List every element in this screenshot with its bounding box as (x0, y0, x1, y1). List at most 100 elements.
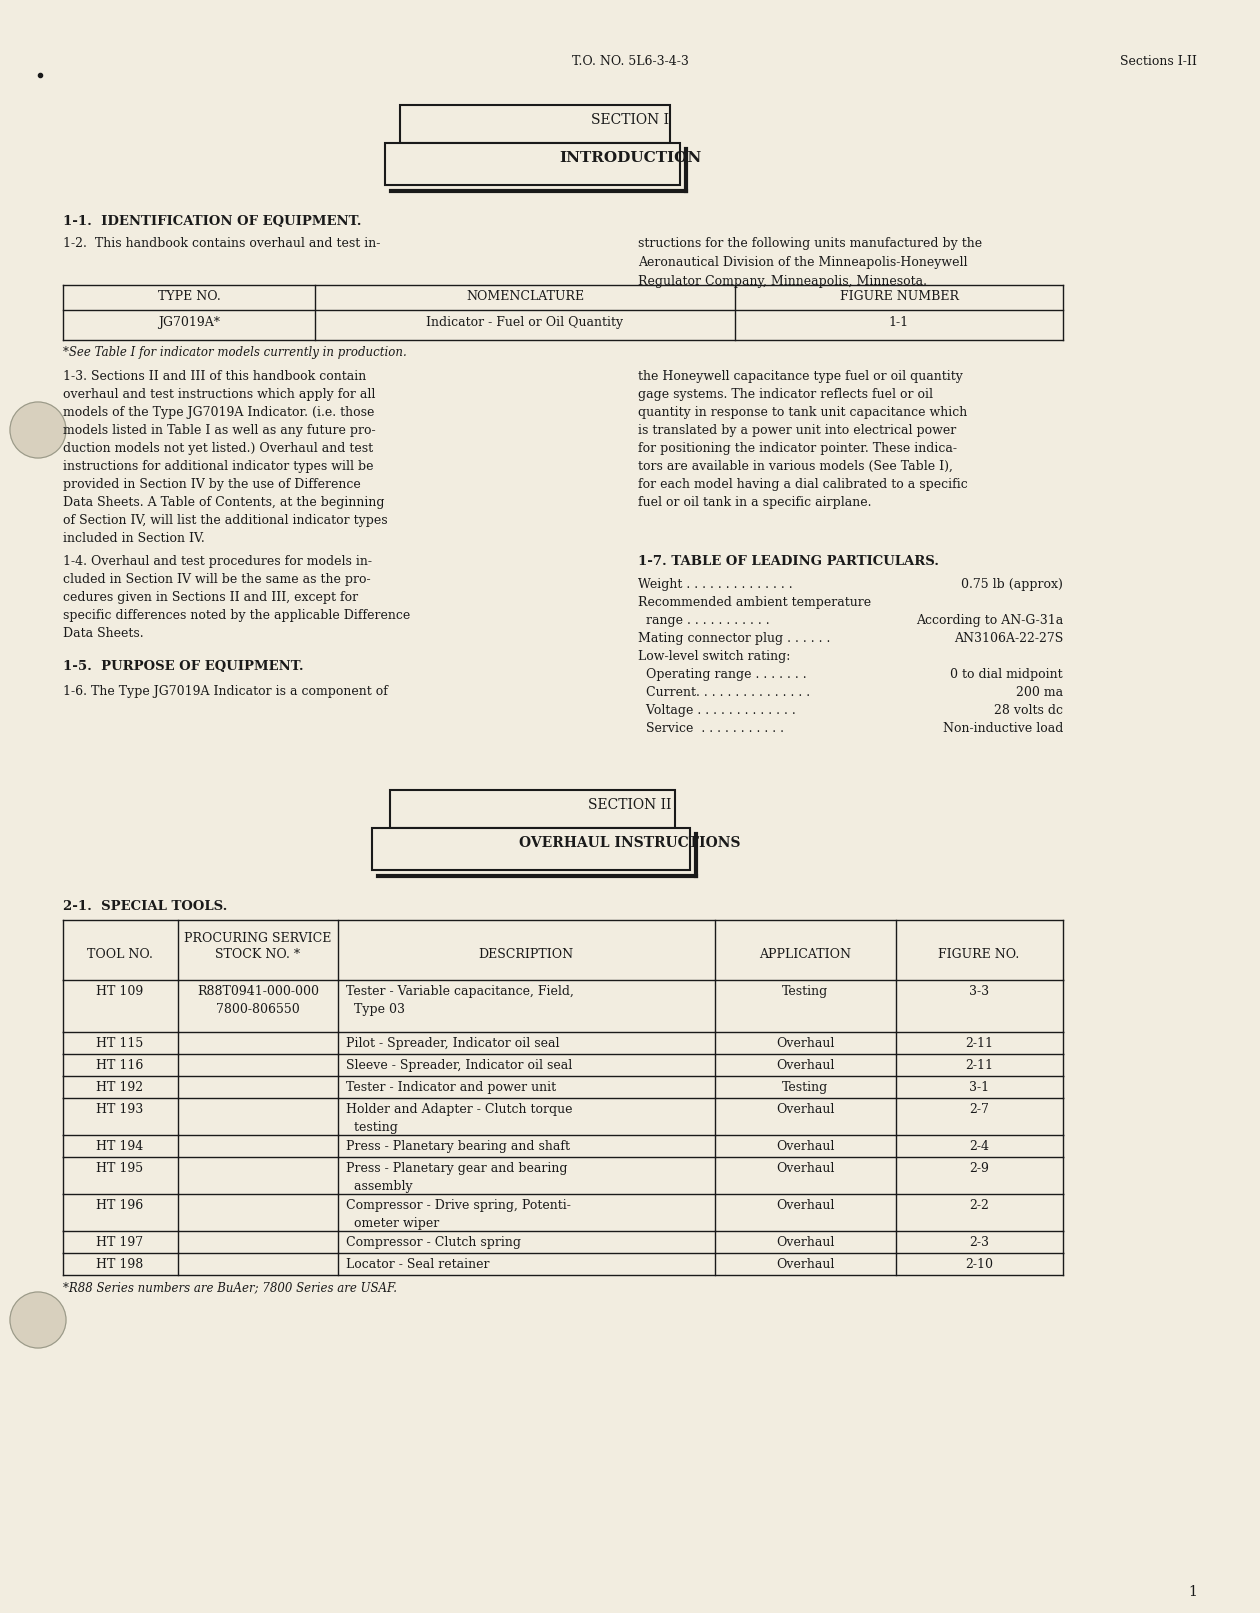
Text: for positioning the indicator pointer. These indica-: for positioning the indicator pointer. T… (638, 442, 958, 455)
Text: structions for the following units manufactured by the: structions for the following units manuf… (638, 237, 982, 250)
Text: AN3106A-22-27S: AN3106A-22-27S (954, 632, 1063, 645)
Text: Data Sheets. A Table of Contents, at the beginning: Data Sheets. A Table of Contents, at the… (63, 497, 384, 510)
Text: Holder and Adapter - Clutch torque: Holder and Adapter - Clutch torque (346, 1103, 572, 1116)
Text: is translated by a power unit into electrical power: is translated by a power unit into elect… (638, 424, 956, 437)
Text: testing: testing (346, 1121, 398, 1134)
Text: Locator - Seal retainer: Locator - Seal retainer (346, 1258, 489, 1271)
Text: HT 198: HT 198 (96, 1258, 144, 1271)
Text: Press - Planetary bearing and shaft: Press - Planetary bearing and shaft (346, 1140, 570, 1153)
Text: Pilot - Spreader, Indicator oil seal: Pilot - Spreader, Indicator oil seal (346, 1037, 559, 1050)
Text: Recommended ambient temperature: Recommended ambient temperature (638, 595, 871, 610)
Text: 2-7: 2-7 (969, 1103, 989, 1116)
Text: *See Table I for indicator models currently in production.: *See Table I for indicator models curren… (63, 347, 407, 360)
Text: Testing: Testing (782, 1081, 828, 1094)
Text: Weight . . . . . . . . . . . . . .: Weight . . . . . . . . . . . . . . (638, 577, 793, 590)
Text: SECTION II: SECTION II (588, 798, 672, 811)
Text: Press - Planetary gear and bearing: Press - Planetary gear and bearing (346, 1161, 567, 1174)
Text: Overhaul: Overhaul (776, 1140, 834, 1153)
Text: TYPE NO.: TYPE NO. (158, 290, 220, 303)
Text: 2-11: 2-11 (965, 1037, 993, 1050)
Text: 1-6. The Type JG7019A Indicator is a component of: 1-6. The Type JG7019A Indicator is a com… (63, 686, 388, 698)
Text: Tester - Variable capacitance, Field,: Tester - Variable capacitance, Field, (346, 986, 573, 998)
Text: Overhaul: Overhaul (776, 1236, 834, 1248)
Text: Tester - Indicator and power unit: Tester - Indicator and power unit (346, 1081, 556, 1094)
Text: HT 197: HT 197 (97, 1236, 144, 1248)
Text: overhaul and test instructions which apply for all: overhaul and test instructions which app… (63, 389, 375, 402)
Text: Voltage . . . . . . . . . . . . .: Voltage . . . . . . . . . . . . . (638, 703, 796, 718)
Text: Overhaul: Overhaul (776, 1258, 834, 1271)
Text: Low-level switch rating:: Low-level switch rating: (638, 650, 790, 663)
Text: instructions for additional indicator types will be: instructions for additional indicator ty… (63, 460, 373, 473)
Text: FIGURE NUMBER: FIGURE NUMBER (839, 290, 959, 303)
Text: 0.75 lb (approx): 0.75 lb (approx) (961, 577, 1063, 590)
Text: Overhaul: Overhaul (776, 1198, 834, 1211)
Text: *R88 Series numbers are BuAer; 7800 Series are USAF.: *R88 Series numbers are BuAer; 7800 Seri… (63, 1281, 397, 1294)
Text: According to AN-G-31a: According to AN-G-31a (916, 615, 1063, 627)
Text: Service  . . . . . . . . . . .: Service . . . . . . . . . . . (638, 723, 784, 736)
Text: 2-1.  SPECIAL TOOLS.: 2-1. SPECIAL TOOLS. (63, 900, 227, 913)
Text: Aeronautical Division of the Minneapolis-Honeywell: Aeronautical Division of the Minneapolis… (638, 256, 968, 269)
Text: 2-3: 2-3 (969, 1236, 989, 1248)
Text: duction models not yet listed.) Overhaul and test: duction models not yet listed.) Overhaul… (63, 442, 373, 455)
Text: FIGURE NO.: FIGURE NO. (939, 948, 1019, 961)
Text: Compressor - Drive spring, Potenti-: Compressor - Drive spring, Potenti- (346, 1198, 571, 1211)
Text: Current. . . . . . . . . . . . . . .: Current. . . . . . . . . . . . . . . (638, 686, 810, 698)
Bar (372, 827, 690, 869)
Text: HT 116: HT 116 (96, 1060, 144, 1073)
Text: 1-2.  This handbook contains overhaul and test in-: 1-2. This handbook contains overhaul and… (63, 237, 381, 250)
Text: 1: 1 (1188, 1586, 1197, 1598)
Text: Data Sheets.: Data Sheets. (63, 627, 144, 640)
Bar (391, 790, 675, 827)
Text: included in Section IV.: included in Section IV. (63, 532, 204, 545)
Text: quantity in response to tank unit capacitance which: quantity in response to tank unit capaci… (638, 406, 968, 419)
Text: INTRODUCTION: INTRODUCTION (559, 152, 701, 165)
Text: Indicator - Fuel or Oil Quantity: Indicator - Fuel or Oil Quantity (426, 316, 624, 329)
Text: 3-1: 3-1 (969, 1081, 989, 1094)
Text: HT 115: HT 115 (96, 1037, 144, 1050)
Text: assembly: assembly (346, 1181, 412, 1194)
Text: DESCRIPTION: DESCRIPTION (479, 948, 573, 961)
Text: models listed in Table I as well as any future pro-: models listed in Table I as well as any … (63, 424, 375, 437)
Bar (386, 144, 680, 185)
Text: 3-3: 3-3 (969, 986, 989, 998)
Text: cluded in Section IV will be the same as the pro-: cluded in Section IV will be the same as… (63, 573, 370, 586)
Text: Overhaul: Overhaul (776, 1161, 834, 1174)
Text: gage systems. The indicator reflects fuel or oil: gage systems. The indicator reflects fue… (638, 389, 932, 402)
Text: 2-9: 2-9 (969, 1161, 989, 1174)
Text: of Section IV, will list the additional indicator types: of Section IV, will list the additional … (63, 515, 388, 527)
Text: Regulator Company, Minneapolis, Minnesota.: Regulator Company, Minneapolis, Minnesot… (638, 274, 927, 289)
Text: PROCURING SERVICE: PROCURING SERVICE (184, 932, 331, 945)
Text: 7800-806550: 7800-806550 (217, 1003, 300, 1016)
Text: TOOL NO.: TOOL NO. (87, 948, 152, 961)
Text: 1-5.  PURPOSE OF EQUIPMENT.: 1-5. PURPOSE OF EQUIPMENT. (63, 660, 304, 673)
Text: 0 to dial midpoint: 0 to dial midpoint (950, 668, 1063, 681)
Text: R88T0941-000-000: R88T0941-000-000 (197, 986, 319, 998)
Circle shape (10, 1292, 66, 1348)
Bar (399, 105, 670, 144)
Text: Overhaul: Overhaul (776, 1103, 834, 1116)
Text: specific differences noted by the applicable Difference: specific differences noted by the applic… (63, 610, 411, 623)
Text: Overhaul: Overhaul (776, 1037, 834, 1050)
Text: APPLICATION: APPLICATION (759, 948, 850, 961)
Text: for each model having a dial calibrated to a specific: for each model having a dial calibrated … (638, 477, 968, 490)
Text: range . . . . . . . . . . .: range . . . . . . . . . . . (638, 615, 770, 627)
Text: JG7019A*: JG7019A* (158, 316, 220, 329)
Text: Mating connector plug . . . . . .: Mating connector plug . . . . . . (638, 632, 830, 645)
Text: HT 109: HT 109 (96, 986, 144, 998)
Text: Sleeve - Spreader, Indicator oil seal: Sleeve - Spreader, Indicator oil seal (346, 1060, 572, 1073)
Text: STOCK NO. *: STOCK NO. * (215, 948, 301, 961)
Text: the Honeywell capacitance type fuel or oil quantity: the Honeywell capacitance type fuel or o… (638, 369, 963, 382)
Text: 1-4. Overhaul and test procedures for models in-: 1-4. Overhaul and test procedures for mo… (63, 555, 372, 568)
Text: SECTION I: SECTION I (591, 113, 669, 127)
Text: Overhaul: Overhaul (776, 1060, 834, 1073)
Text: 2-10: 2-10 (965, 1258, 993, 1271)
Text: HT 192: HT 192 (97, 1081, 144, 1094)
Text: HT 195: HT 195 (97, 1161, 144, 1174)
Text: Sections I-II: Sections I-II (1120, 55, 1197, 68)
Text: HT 193: HT 193 (96, 1103, 144, 1116)
Text: HT 194: HT 194 (96, 1140, 144, 1153)
Text: 1-7. TABLE OF LEADING PARTICULARS.: 1-7. TABLE OF LEADING PARTICULARS. (638, 555, 939, 568)
Text: 1-1: 1-1 (890, 316, 908, 329)
Text: models of the Type JG7019A Indicator. (i.e. those: models of the Type JG7019A Indicator. (i… (63, 406, 374, 419)
Text: provided in Section IV by the use of Difference: provided in Section IV by the use of Dif… (63, 477, 360, 490)
